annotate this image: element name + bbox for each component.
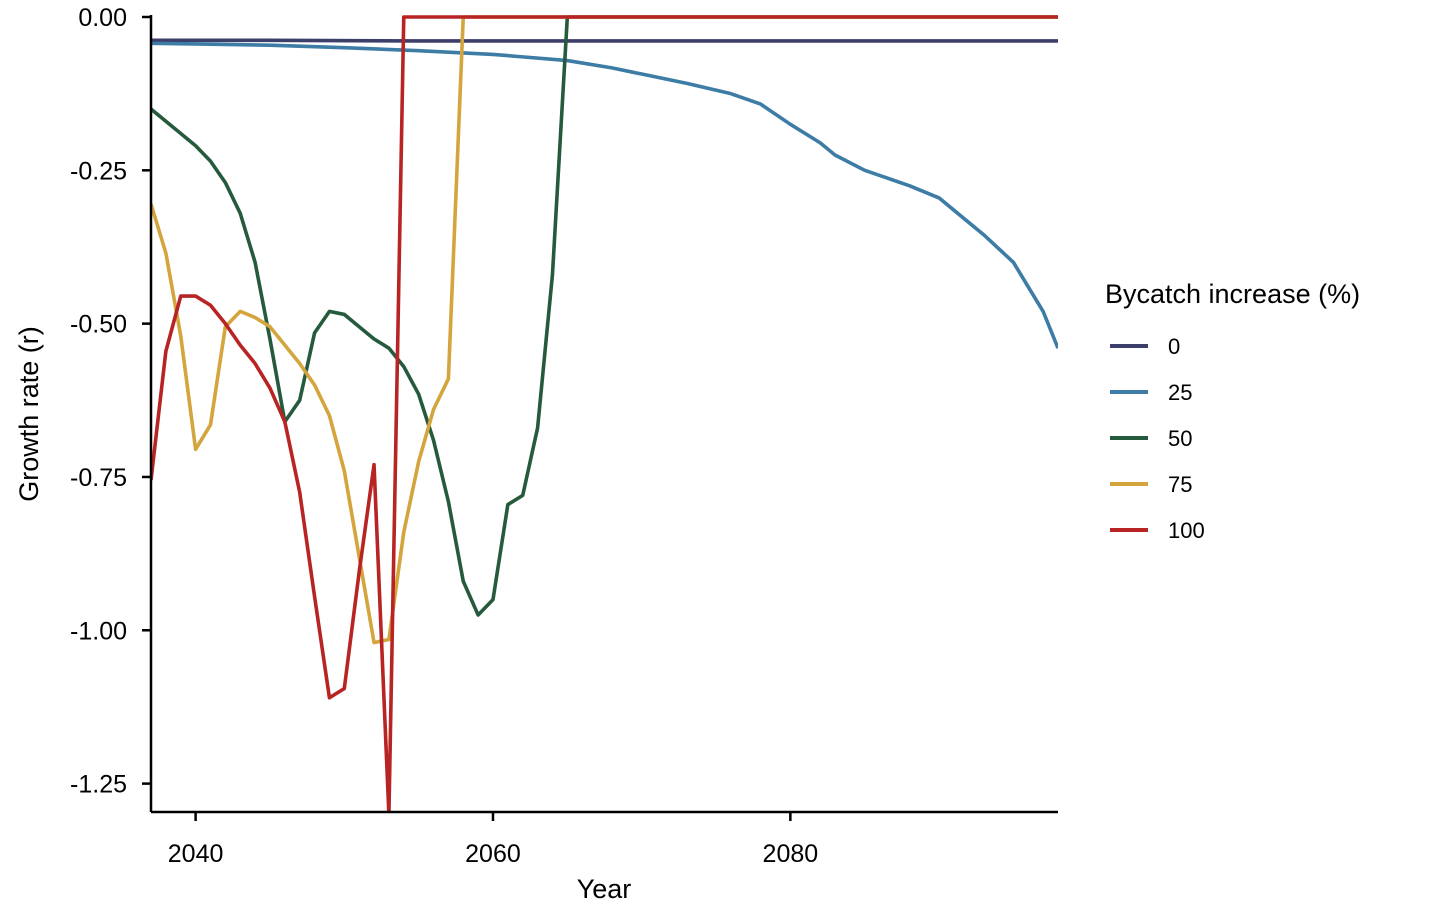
x-tick-label: 2080 <box>763 840 819 868</box>
y-tick-label: -0.25 <box>70 157 127 185</box>
y-tick-label: 0.00 <box>78 4 127 32</box>
x-tick-label: 2040 <box>168 840 224 868</box>
legend-label-50: 50 <box>1168 426 1192 451</box>
x-tick-label: 2060 <box>465 840 521 868</box>
y-tick-label: -0.50 <box>70 311 127 339</box>
y-tick-label: -0.75 <box>70 464 127 492</box>
legend-label-100: 100 <box>1168 518 1205 543</box>
x-axis-title: Year <box>577 874 632 904</box>
series-line-25 <box>151 41 1058 349</box>
legend: 0 25 50 75 100 <box>1110 334 1205 543</box>
y-tick-label: -1.00 <box>70 617 127 645</box>
legend-label-25: 25 <box>1168 380 1192 405</box>
x-axis-ticks: 2040 2060 2080 <box>168 812 818 868</box>
legend-title: Bycatch increase (%) <box>1105 279 1360 309</box>
y-axis-ticks: 0.00 -0.25 -0.50 -0.75 -1.00 -1.25 <box>70 4 151 799</box>
series-layer <box>151 15 1058 812</box>
y-tick-label: -1.25 <box>70 771 127 799</box>
series-line-75 <box>151 15 1058 645</box>
series-line-0 <box>151 38 1058 43</box>
legend-label-75: 75 <box>1168 472 1192 497</box>
series-line-100 <box>151 15 1058 812</box>
series-line-50 <box>151 15 1058 617</box>
y-axis-title: Growth rate (r) <box>14 326 44 502</box>
legend-label-0: 0 <box>1168 334 1180 359</box>
